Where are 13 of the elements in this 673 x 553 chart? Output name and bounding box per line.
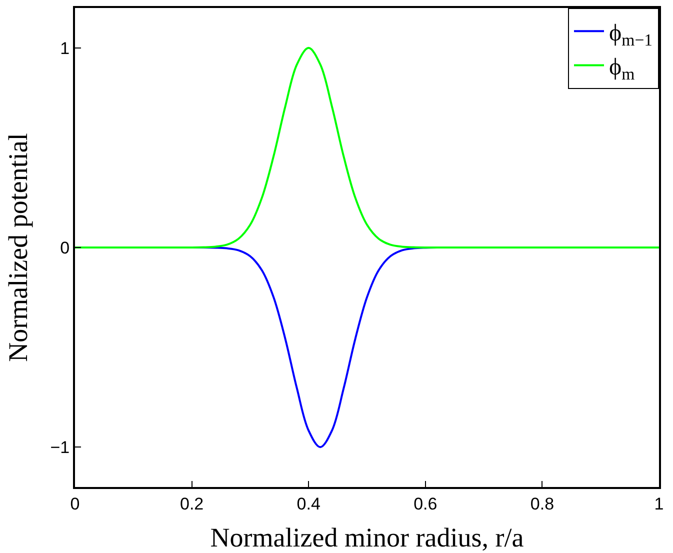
x-tick-label: 0.6 xyxy=(414,494,438,514)
x-tick-label: 0.4 xyxy=(296,494,320,514)
x-axis-title: Normalized minor radius, r/a xyxy=(210,522,524,552)
x-tick-label: 1 xyxy=(654,494,664,514)
y-tick-label: −1 xyxy=(50,438,70,458)
legend-label: ϕ$_{m}$ xyxy=(609,54,635,84)
legend-label: ϕ$_{m−1}$ xyxy=(609,20,653,50)
x-tick-label: 0.2 xyxy=(180,494,204,514)
line-series xyxy=(75,46,659,249)
y-tick-label: 0 xyxy=(60,238,70,258)
y-axis-title: Normalized potential xyxy=(2,133,33,362)
x-tick-label: 0.8 xyxy=(530,494,554,514)
y-tick-label: 1 xyxy=(60,38,70,58)
